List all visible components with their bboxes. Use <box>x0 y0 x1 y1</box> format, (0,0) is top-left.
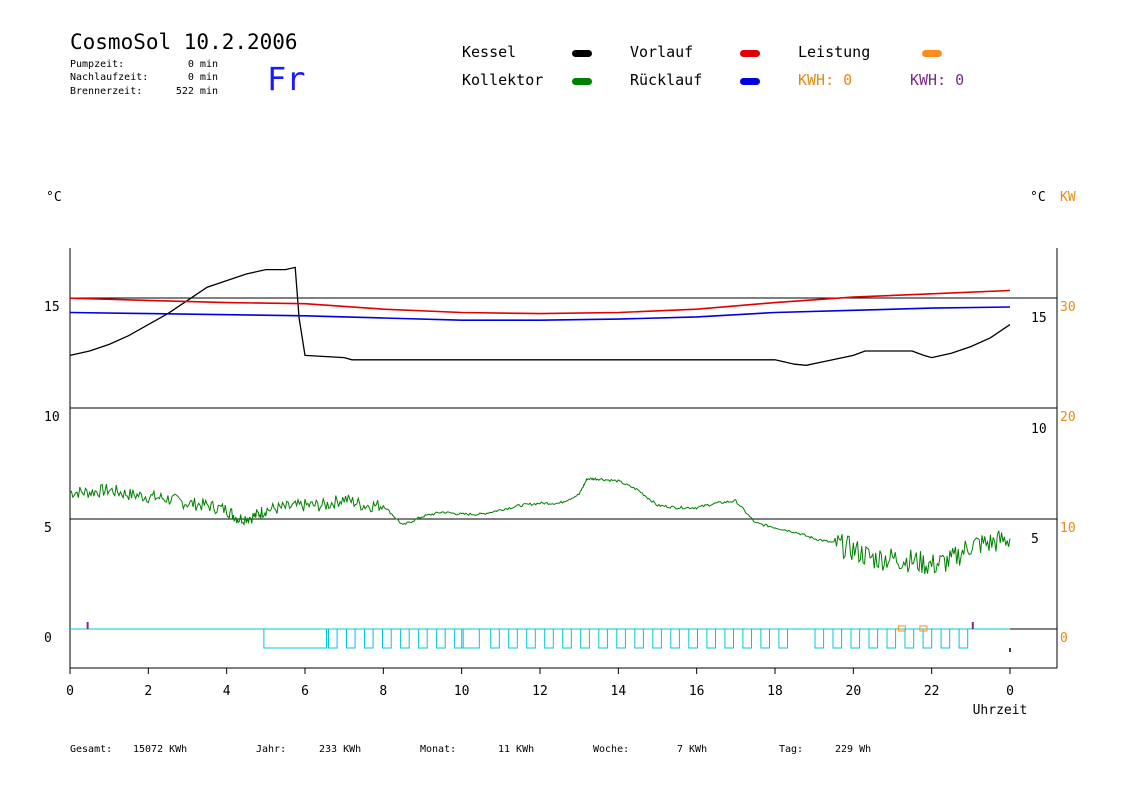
chart-frame <box>69 248 1058 674</box>
footer-woche-value: 7 KWh <box>677 744 708 755</box>
legend-kwh-orange: KWH: 0 <box>798 71 853 89</box>
y-tick-left: 5 <box>44 521 52 536</box>
footer-monat-label: Monat: <box>420 744 457 755</box>
y-tick-kw: 0 <box>1060 631 1068 646</box>
series-kollektor <box>69 477 1011 575</box>
legend-leistung-label: Leistung <box>798 43 871 61</box>
legend-kollektor-label: Kollektor <box>462 71 544 89</box>
burner-pulses <box>263 629 969 649</box>
footer-tag-label: Tag: <box>779 744 804 755</box>
x-tick-label: 0 <box>66 684 74 699</box>
x-tick-label: 12 <box>532 684 548 699</box>
legend-vorlauf-swatch <box>740 50 760 57</box>
info-value: 0 min <box>187 59 218 70</box>
legend-leistung-swatch <box>922 50 942 57</box>
footer-jahr-label: Jahr: <box>256 744 287 755</box>
power-marker <box>897 625 906 632</box>
x-tick-label: 10 <box>454 684 470 699</box>
x-tick-label: 18 <box>767 684 783 699</box>
legend-kessel-swatch <box>572 50 592 57</box>
footer-gesamt-value: 15072 KWh <box>133 744 188 755</box>
x-tick-label: 20 <box>846 684 862 699</box>
x-axis-label: Uhrzeit <box>973 703 1028 718</box>
x-tick-label: 16 <box>689 684 705 699</box>
legend-ruecklauf-swatch <box>740 78 760 85</box>
legend-kessel-label: Kessel <box>462 43 517 61</box>
y-tick-right: 10 <box>1031 422 1047 437</box>
x-tick-label: 14 <box>611 684 627 699</box>
series-ruecklauf <box>69 306 1011 321</box>
legend-vorlauf-label: Vorlauf <box>630 43 694 61</box>
weekday-label: Fr <box>267 60 306 98</box>
y-unit-right: °C <box>1030 190 1046 205</box>
info-label: Nachlaufzeit: <box>70 72 149 83</box>
y-tick-kw: 20 <box>1060 410 1076 425</box>
y-tick-kw: 30 <box>1060 300 1076 315</box>
legend-kwh-purple: KWH: 0 <box>910 71 965 89</box>
y-tick-left: 15 <box>44 300 60 315</box>
footer-monat-value: 11 KWh <box>498 744 535 755</box>
y-tick-left: 0 <box>44 631 52 646</box>
chart-series <box>69 266 1011 652</box>
series-vorlauf <box>69 289 1011 315</box>
x-tick-label: 4 <box>223 684 231 699</box>
footer-gesamt-label: Gesamt: <box>70 744 113 755</box>
x-tick-label: 22 <box>924 684 940 699</box>
x-tick-label: 0 <box>1006 684 1014 699</box>
info-label: Brennerzeit: <box>70 86 143 97</box>
chart-labels: 0 2 4 6 8 10 12 14 16 18 20 22 0 Uhrzeit °C °C KW 15 10 5 0 1… <box>44 190 1076 718</box>
footer-woche-label: Woche: <box>593 744 630 755</box>
legend-ruecklauf-label: Rücklauf <box>630 71 703 89</box>
x-tick-label: 2 <box>144 684 152 699</box>
power-marker <box>919 625 928 632</box>
y-unit-left: °C <box>46 190 62 205</box>
y-tick-left: 10 <box>44 410 60 425</box>
info-label: Pumpzeit: <box>70 59 125 70</box>
y-unit-kw: KW <box>1060 190 1076 205</box>
y-tick-right: 5 <box>1031 532 1039 547</box>
chart-title: CosmoSol 10.2.2006 <box>70 30 298 54</box>
x-tick-label: 6 <box>301 684 309 699</box>
y-tick-right: 15 <box>1031 311 1047 326</box>
info-value: 522 min <box>175 86 218 97</box>
footer-jahr-value: 233 KWh <box>319 744 362 755</box>
series-kessel <box>69 266 1011 366</box>
x-tick-label: 8 <box>379 684 387 699</box>
legend-kollektor-swatch <box>572 78 592 85</box>
y-tick-kw: 10 <box>1060 521 1076 536</box>
info-value: 0 min <box>187 72 218 83</box>
footer-tag-value: 229 Wh <box>835 744 872 755</box>
